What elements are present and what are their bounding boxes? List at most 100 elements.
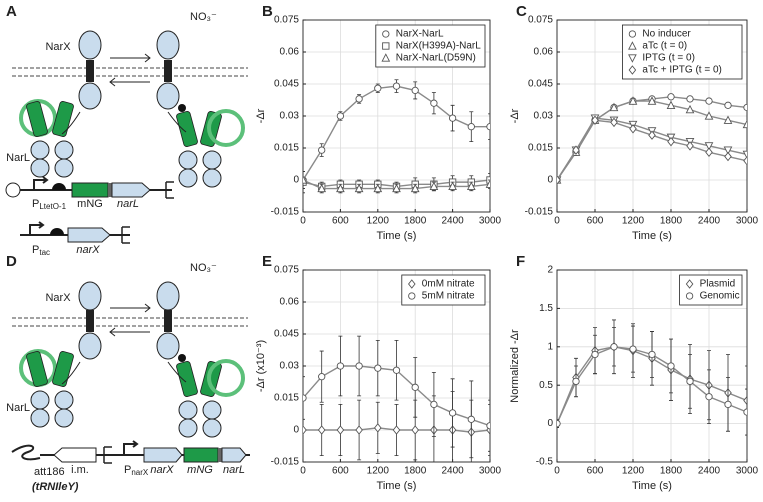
narl	[202, 418, 222, 438]
marker	[648, 350, 656, 359]
x-tick-label: 3000	[479, 466, 502, 477]
legend-label: NarX(H399A)-NarL	[396, 41, 481, 52]
legend-label: 5mM nitrate	[422, 291, 475, 302]
y-tick-label: 0.06	[280, 47, 300, 58]
marker	[628, 96, 638, 105]
marker	[381, 53, 391, 62]
y-tick-label: 1	[547, 341, 553, 352]
promoter	[123, 440, 139, 455]
promoter-sub: narX	[131, 468, 149, 477]
narl	[54, 390, 74, 410]
legend-label: Genomic	[700, 291, 740, 302]
promoter-sub: tac	[39, 248, 50, 257]
marker	[430, 99, 438, 107]
narl	[54, 408, 74, 428]
error-bar	[488, 399, 490, 452]
error-bar	[488, 404, 490, 456]
x-tick-label: 600	[587, 216, 604, 227]
label: NarL	[6, 152, 30, 164]
x-tick-label: 3000	[736, 216, 759, 227]
panel-label: E	[262, 253, 272, 270]
plot-area	[557, 319, 747, 436]
y-tick-label: 0	[293, 175, 299, 186]
marker	[685, 104, 695, 114]
y-tick-label: 0.075	[528, 15, 553, 26]
x-tick-label: 0	[554, 466, 560, 477]
x-tick-label: 1200	[367, 466, 390, 477]
arrows	[109, 53, 151, 87]
plot-area	[557, 93, 747, 185]
marker	[317, 183, 327, 193]
genome	[11, 444, 41, 461]
marker	[723, 115, 733, 124]
marker	[685, 279, 694, 289]
marker	[382, 30, 390, 38]
gene-label: narX	[76, 244, 100, 256]
marker	[629, 124, 637, 134]
x-tick-label: 600	[587, 466, 604, 477]
chart: C0 600 1200 1800 2400 3000-0.01500.0150.030.0…	[509, 3, 759, 242]
narl	[30, 158, 50, 178]
marker	[448, 409, 457, 417]
marker	[743, 156, 747, 166]
x-tick-label: 1200	[622, 466, 645, 477]
promoter	[33, 176, 49, 190]
marker	[392, 82, 401, 90]
y-tick-label: 0.03	[280, 111, 300, 122]
narl	[202, 150, 222, 170]
mng	[176, 111, 198, 147]
chart: E0 600 1200 1800 2400 3000-0.01500.0150.030.0…	[255, 253, 502, 492]
x-tick-label: 1800	[404, 466, 427, 477]
marker	[667, 93, 675, 101]
error-bar	[745, 388, 747, 436]
phosphate	[178, 104, 186, 112]
gene	[71, 182, 109, 198]
promoter-sub: LtetO-1	[39, 202, 66, 211]
sensor	[156, 82, 180, 110]
marker	[704, 142, 714, 151]
marker	[628, 54, 637, 63]
marker	[647, 96, 657, 105]
y-tick-label: 0.5	[539, 380, 553, 391]
mng	[52, 351, 74, 387]
marker	[629, 345, 637, 353]
marker	[355, 425, 363, 435]
marker	[724, 400, 732, 409]
sensor-tm	[86, 310, 94, 332]
marker	[666, 100, 676, 109]
fluor	[207, 359, 245, 397]
label: att186	[34, 466, 65, 478]
narl	[30, 390, 50, 410]
gene-label: mNG	[77, 198, 103, 210]
gene-label: mNG	[187, 464, 213, 476]
sensor-tm	[86, 60, 94, 82]
error-bar	[557, 419, 559, 428]
linker	[218, 448, 222, 462]
y-tick-label: 1.5	[539, 303, 553, 314]
x-tick-label: 1200	[622, 216, 645, 227]
marker	[374, 364, 382, 372]
x-tick-label: 1800	[404, 216, 427, 227]
x-tick-label: 0	[300, 466, 306, 477]
x-tick-label: 0	[554, 216, 560, 227]
marker	[591, 115, 599, 125]
panel-label: F	[516, 253, 525, 270]
marker	[354, 183, 364, 193]
marker	[572, 377, 580, 386]
gene	[183, 447, 219, 463]
marker	[336, 112, 345, 120]
marker	[374, 84, 382, 92]
marker	[723, 146, 733, 155]
label: NarX	[45, 41, 71, 53]
y-tick-label: 0.06	[534, 47, 554, 58]
narl	[30, 408, 50, 428]
marker	[303, 394, 307, 402]
mng	[26, 101, 48, 137]
marker	[705, 97, 713, 105]
diagram-d: D NarL NarX NO₃⁻	[6, 253, 250, 493]
sensor	[78, 332, 102, 360]
